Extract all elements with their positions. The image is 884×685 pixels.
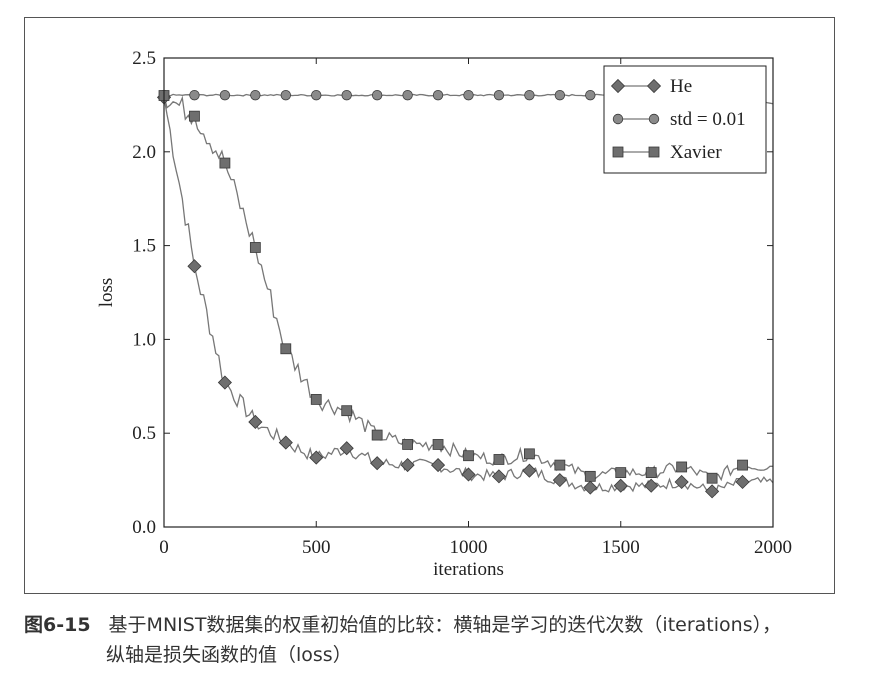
data-point-xavier [493, 454, 505, 465]
caption-figure-number: 图6-15 [24, 614, 91, 636]
data-point-he [430, 458, 446, 473]
data-point-he [613, 478, 628, 493]
data-point-xavier [706, 472, 718, 484]
caption-line-2: 纵轴是损失函数的值（loss） [106, 644, 352, 666]
data-point-xavier [432, 439, 444, 450]
data-point-he [187, 259, 202, 274]
data-point-he [339, 441, 354, 456]
data-point-std-0-01 [219, 89, 231, 101]
data-point-std-0-01 [341, 89, 352, 101]
data-point-xavier [189, 110, 200, 122]
data-point-xavier [584, 470, 596, 482]
data-point-std-0-01 [250, 89, 261, 101]
data-point-std-0-01 [524, 89, 535, 101]
data-point-xavier [645, 467, 657, 478]
data-point-xavier [249, 242, 261, 253]
y-tick-label: 2.0 [132, 142, 156, 163]
loss-chart: 0 500 1000 1500 2000 0.0 0.5 1.0 1.5 2.0 2.5 iter… [96, 48, 792, 580]
x-tick-label: 500 [302, 537, 331, 558]
figure-frame: 0 500 1000 1500 2000 0.0 0.5 1.0 1.5 2.0 2.5 iter… [24, 17, 835, 594]
x-axis-label: iterations [433, 559, 504, 580]
y-tick-label: 0.5 [132, 423, 156, 444]
data-point-xavier [676, 461, 688, 473]
legend-marker-std-0-01 [612, 113, 624, 125]
data-point-he [522, 463, 537, 478]
x-tick-label: 1000 [450, 537, 488, 558]
data-point-xavier [280, 343, 292, 355]
data-point-xavier [463, 450, 474, 462]
data-point-he [309, 450, 324, 465]
data-point-he [248, 414, 263, 430]
legend: He std = 0.01 Xavier [603, 65, 767, 174]
data-point-xavier [341, 405, 353, 417]
data-point-he [705, 484, 720, 499]
series-markers [156, 89, 750, 499]
data-point-he [583, 480, 598, 495]
caption-line-1: 基于MNIST数据集的权重初始值的比较：横轴是学习的迭代次数（iteration… [108, 614, 782, 636]
y-tick-label: 1.5 [132, 236, 156, 257]
x-tick-label: 2000 [754, 537, 792, 558]
data-point-xavier [523, 448, 535, 460]
data-point-std-0-01 [311, 89, 322, 101]
data-point-he [217, 375, 232, 390]
legend-marker-he [646, 78, 662, 94]
data-point-xavier [371, 429, 383, 441]
legend-marker-he [610, 78, 626, 94]
legend-marker-std-0-01 [648, 113, 660, 125]
data-point-std-0-01 [280, 89, 291, 101]
y-tick-label: 0.0 [132, 517, 156, 538]
data-point-he [370, 456, 385, 471]
data-point-std-0-01 [463, 89, 474, 101]
data-point-he [735, 474, 750, 490]
data-point-std-0-01 [554, 89, 566, 101]
data-point-he [552, 473, 567, 488]
data-point-std-0-01 [432, 89, 444, 101]
legend-marker-xavier [648, 146, 660, 158]
x-tick-label: 1500 [602, 537, 640, 558]
figure-caption: 图6-15 基于MNIST数据集的权重初始值的比较：横轴是学习的迭代次数（iter… [24, 610, 864, 670]
y-axis-ticks: 0.0 0.5 1.0 1.5 2.0 2.5 [132, 48, 773, 538]
data-point-xavier [219, 157, 231, 169]
data-point-he [278, 435, 293, 450]
x-tick-label: 0 [159, 537, 169, 558]
data-point-he [674, 474, 689, 490]
data-point-std-0-01 [585, 89, 596, 101]
data-point-xavier [615, 467, 627, 478]
data-point-he [400, 458, 415, 473]
y-tick-label: 1.0 [132, 329, 156, 350]
data-point-xavier [402, 439, 414, 450]
data-point-xavier [310, 394, 322, 405]
data-point-std-0-01 [371, 89, 383, 101]
y-tick-label: 2.5 [132, 48, 156, 69]
data-point-xavier [737, 459, 748, 471]
legend-label-he: He [670, 76, 692, 97]
data-point-std-0-01 [402, 89, 413, 101]
data-point-he [491, 469, 507, 484]
y-axis-label: loss [96, 278, 117, 308]
data-point-std-0-01 [189, 89, 200, 101]
data-point-std-0-01 [493, 89, 505, 101]
data-point-xavier [554, 459, 566, 471]
legend-label-xavier: Xavier [670, 142, 722, 163]
legend-marker-xavier [612, 146, 624, 158]
x-axis-ticks: 0 500 1000 1500 2000 [159, 58, 792, 558]
data-point-he [461, 467, 476, 482]
legend-label-std-0-01: std = 0.01 [670, 109, 746, 130]
data-point-he [644, 478, 659, 493]
